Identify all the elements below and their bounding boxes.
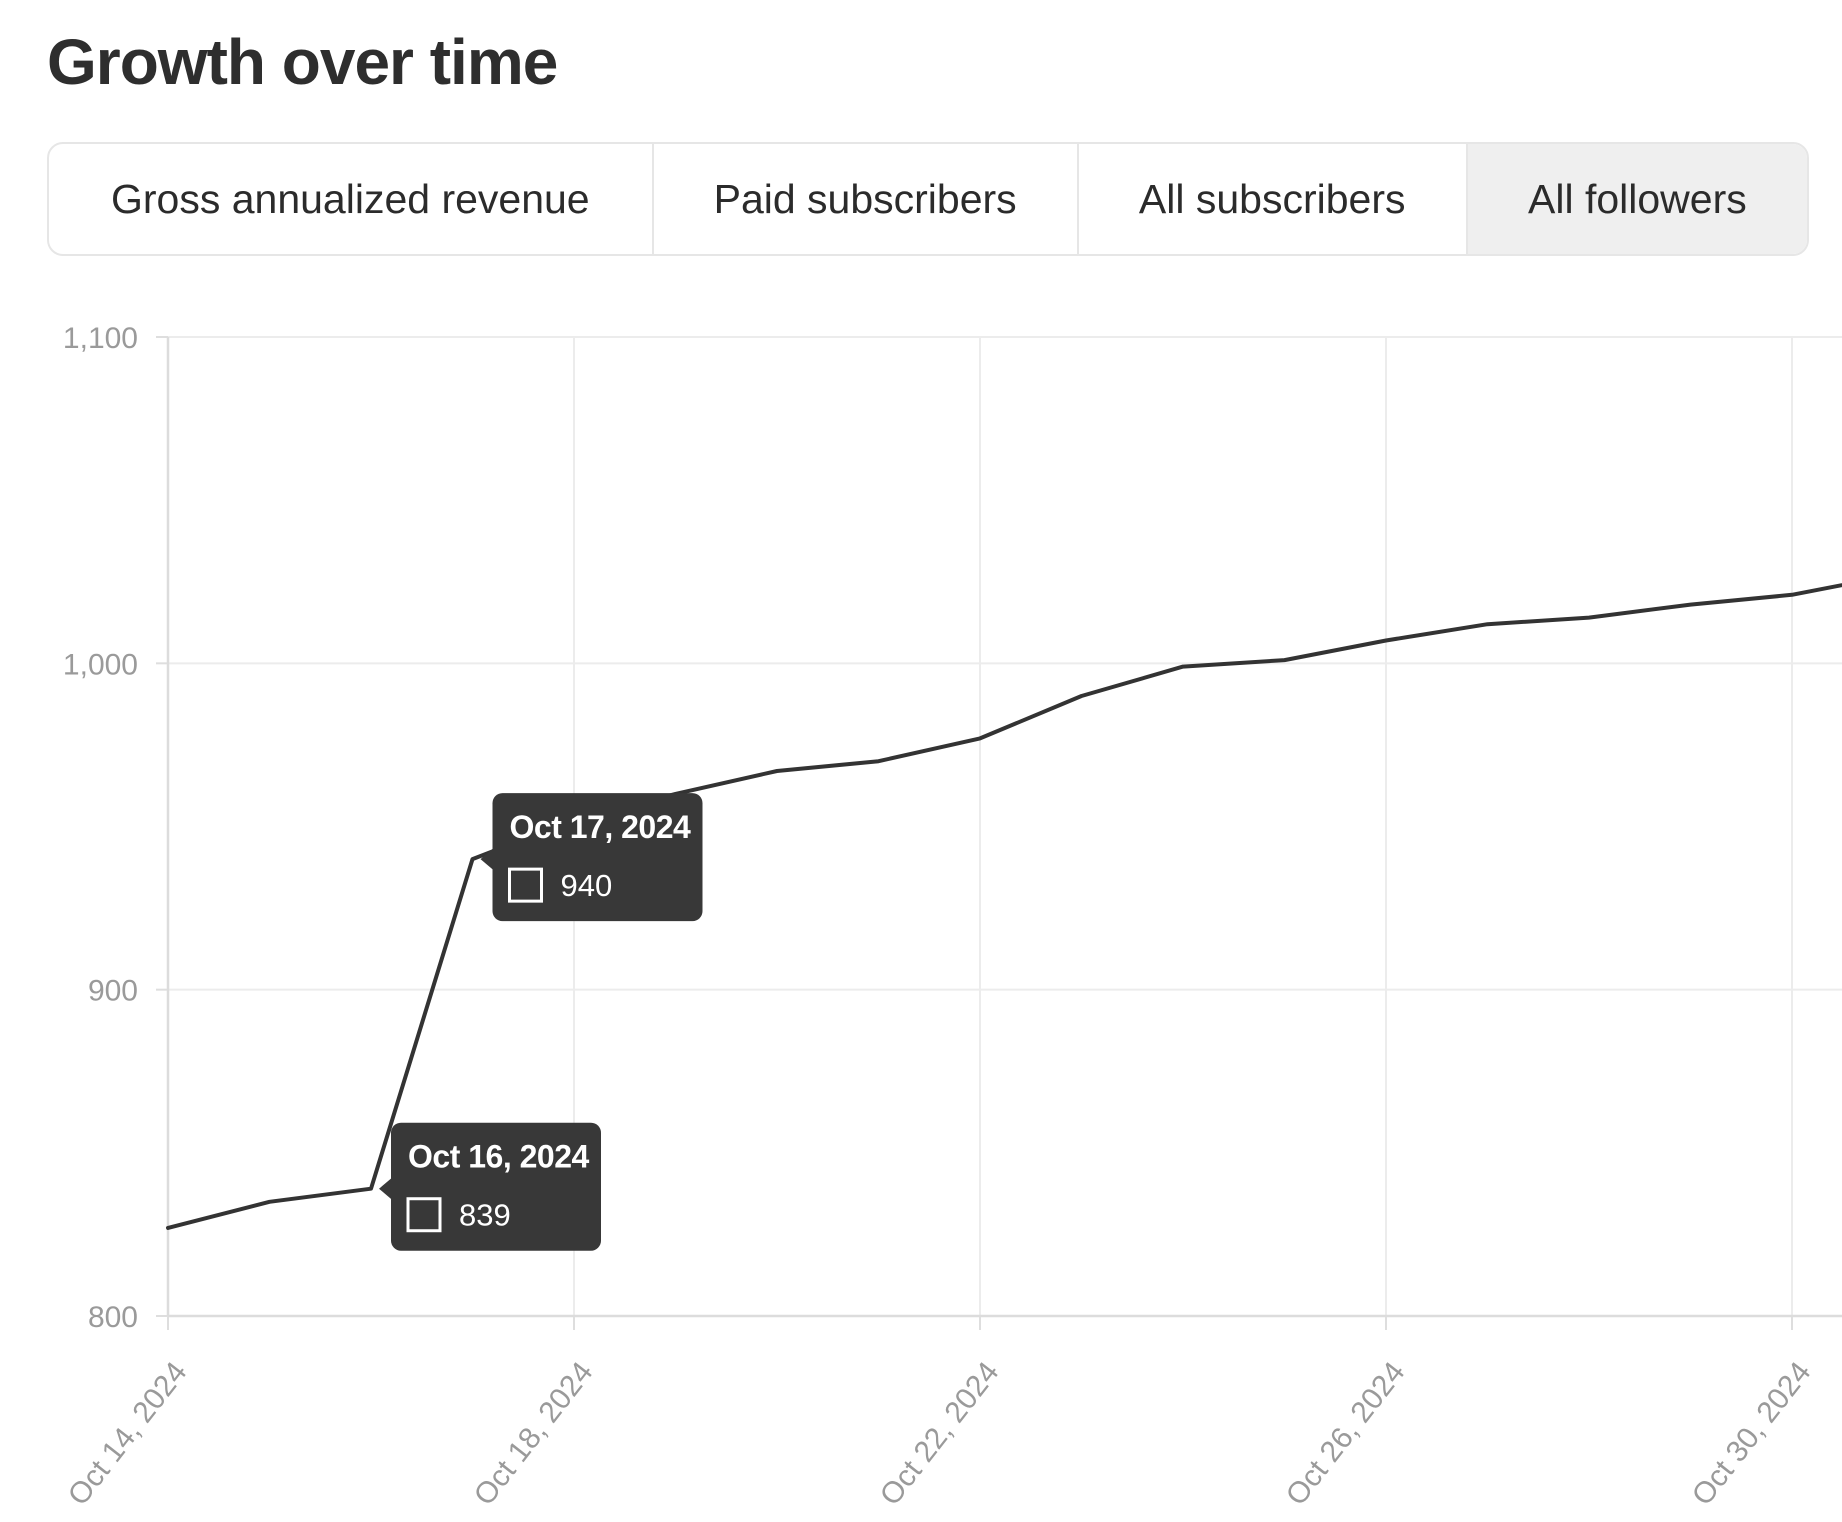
x-tick-label: Oct 30, 2024 [1686,1356,1818,1512]
tooltip: Oct 16, 2024 839 [379,1122,601,1251]
data-point[interactable] [162,1222,174,1234]
legend-swatch-icon [406,1197,442,1233]
tooltip-box [391,1122,601,1251]
data-point[interactable] [1177,661,1189,673]
axes [156,336,1842,1330]
tooltip-caret [379,1177,392,1200]
y-tick-label: 1,100 [63,322,138,355]
tooltip-caret [480,848,494,871]
x-tick-label: Oct 18, 2024 [468,1356,600,1512]
data-point[interactable] [264,1196,276,1208]
growth-line-chart: 800 900 1,000 1,100 Oct 14, 2024 Oct 18, 202… [62,322,1842,1512]
data-point[interactable] [1380,634,1392,646]
tooltip: Oct 17, 2024 940 [480,793,703,922]
data-point[interactable] [1279,654,1291,666]
data-point[interactable] [771,765,783,777]
data-point[interactable] [1482,618,1494,630]
data-point[interactable] [974,732,986,744]
data-point[interactable] [873,755,885,767]
tooltips: Oct 17, 2024 940 Oct 16, 2024 839 [379,793,703,1251]
x-tick-label: Oct 22, 2024 [874,1356,1006,1512]
y-tick-label: 900 [88,975,138,1008]
series-line [166,583,1842,1230]
x-tick-label: Oct 14, 2024 [62,1356,194,1512]
tab-all-followers[interactable]: All followers [1467,144,1807,254]
x-tick-label: Oct 26, 2024 [1280,1356,1412,1512]
tooltip-value: 839 [459,1198,511,1233]
data-point[interactable] [1786,589,1798,601]
tab-paid-subscribers[interactable]: Paid subscribers [654,144,1079,254]
tooltip-value: 940 [561,868,613,903]
data-point[interactable] [1583,612,1595,624]
legend-swatch-icon [508,867,543,903]
tooltip-box [492,793,703,922]
y-tick-label: 1,000 [63,648,138,681]
tab-gross-annualized-revenue[interactable]: Gross annualized revenue [49,144,654,254]
data-point[interactable] [365,1183,377,1195]
data-point[interactable] [467,853,479,865]
y-tick-labels: 800 900 1,000 1,100 [63,322,138,1334]
x-tick-labels: Oct 14, 2024 Oct 18, 2024 Oct 22, 2024 Oct … [62,1356,1818,1512]
tooltip-date: Oct 17, 2024 [510,809,692,845]
tab-all-subscribers[interactable]: All subscribers [1079,144,1468,254]
data-point[interactable] [1685,599,1697,611]
metric-tabs: Gross annualized revenue Paid subscriber… [47,142,1809,256]
tooltip-date: Oct 16, 2024 [408,1139,590,1175]
y-tick-label: 800 [88,1301,138,1334]
page-title: Growth over time [47,26,558,98]
data-point[interactable] [1076,690,1088,702]
